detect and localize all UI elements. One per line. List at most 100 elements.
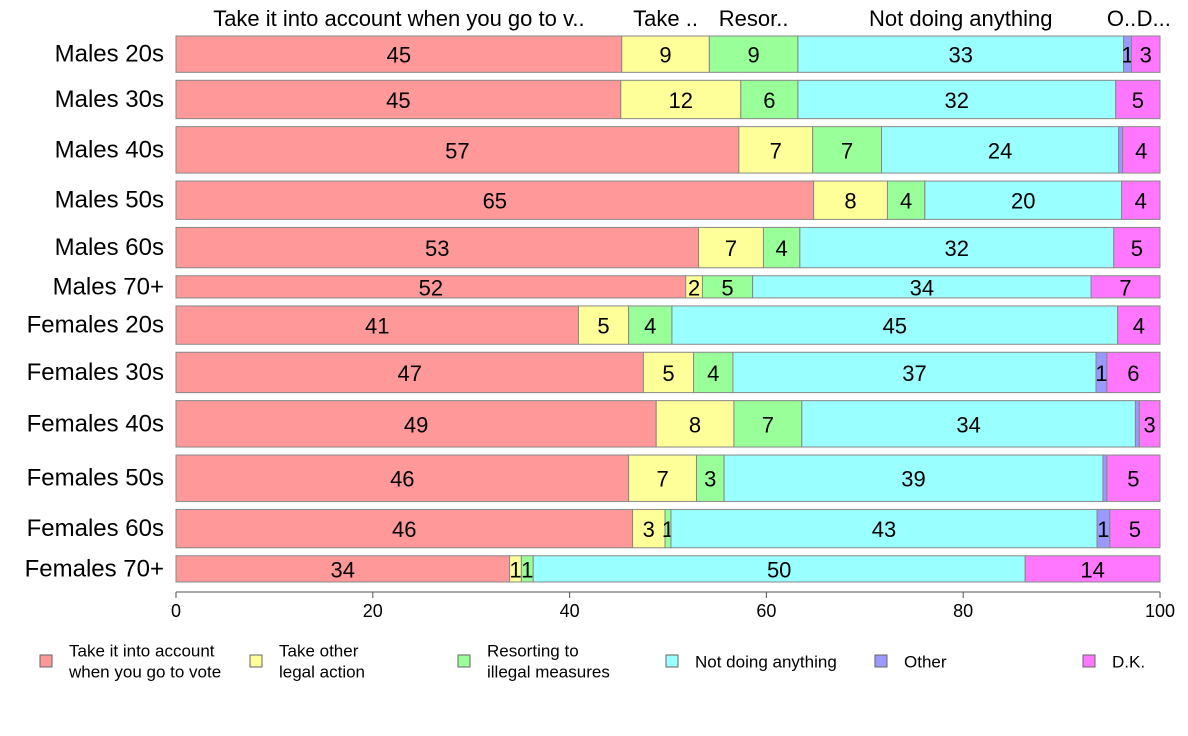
bar-segment (1115, 79, 1161, 120)
bar-row: Males 70+ 52 2 5 34 7 (53, 273, 1161, 300)
bar-segment (738, 126, 814, 174)
bar-segment (1121, 180, 1161, 220)
bar-row: Males 50s 65 8 4 20 4 (55, 180, 1161, 220)
legend-item: Take it into account when you go to vote (39, 642, 221, 682)
bar-segment (175, 454, 630, 502)
segment-value-label: 32 (945, 236, 969, 261)
bar-segment (813, 180, 888, 220)
top-category-label: Resor.. (719, 6, 789, 31)
legend-label: D.K. (1112, 653, 1145, 672)
segment-value-label: 45 (386, 88, 410, 113)
legend-swatch (249, 654, 263, 668)
segment-value-label: 1 (521, 557, 533, 582)
bar-segment (532, 555, 1026, 583)
bar-segment (812, 126, 883, 174)
bar-segment (1130, 35, 1161, 73)
bar-segment (708, 35, 799, 73)
bar-segment (1106, 351, 1161, 394)
segment-value-label: 4 (1133, 314, 1145, 339)
segment-value-label: 39 (901, 467, 925, 492)
bar-segment (642, 351, 695, 394)
x-tick-label: 60 (756, 601, 776, 621)
segment-value-label: 5 (1127, 467, 1139, 492)
top-category-label: Take .. (633, 6, 698, 31)
top-category-label: Take it into account when you go to v.. (213, 6, 584, 31)
segment-value-label: 8 (689, 412, 701, 437)
bar-segment (632, 508, 666, 549)
bar-segment (693, 351, 734, 394)
x-tick-label: 80 (953, 601, 973, 621)
segment-value-label: 46 (390, 467, 414, 492)
segment-value-label: 4 (644, 314, 656, 339)
top-category-label: D... (1137, 6, 1171, 31)
bar-segment (732, 351, 1097, 394)
row-label: Females 40s (27, 410, 164, 437)
top-category-label: Not doing anything (869, 6, 1052, 31)
bar-segment (801, 400, 1136, 448)
legend-label: Resorting to (487, 642, 579, 661)
segment-value-label: 50 (767, 557, 791, 582)
bar-row: Females 60s 46 3 1 43 1 5 (27, 508, 1161, 549)
bar-segment (762, 226, 801, 269)
bar-row: Females 70+ 34 1 1 50 14 (25, 555, 1161, 583)
legend-label: Other (904, 653, 947, 672)
bar-segment (175, 305, 579, 345)
segment-value-label: 33 (948, 43, 972, 68)
bar-segment (655, 400, 735, 448)
bar-segment (621, 35, 710, 73)
bar-row: Females 30s 47 5 4 37 1 6 (27, 351, 1161, 394)
bar-row: Females 50s 46 7 3 39 5 (27, 454, 1161, 502)
segment-value-label: 6 (763, 88, 775, 113)
row-label: Males 50s (55, 187, 164, 214)
legend-item: Resorting to illegal measures (457, 642, 610, 682)
segment-value-label: 7 (656, 467, 668, 492)
bar-segment (175, 126, 740, 174)
row-label: Females 70+ (25, 555, 164, 582)
segment-value-label: 4 (1135, 189, 1147, 214)
segment-value-label: 9 (659, 43, 671, 68)
bar-segment (175, 400, 657, 448)
segment-value-label: 7 (725, 236, 737, 261)
row-label: Females 50s (27, 465, 164, 492)
segment-value-label: 3 (1140, 43, 1152, 68)
segment-value-label: 4 (776, 236, 788, 261)
segment-value-label: 12 (669, 88, 693, 113)
row-label: Males 20s (55, 41, 164, 68)
segment-value-label: 1 (509, 557, 521, 582)
segment-value-label: 4 (707, 361, 719, 386)
bar-segment (1138, 400, 1161, 448)
segment-value-label: 5 (1131, 236, 1143, 261)
bar-segment (175, 508, 634, 549)
bar-segment (175, 180, 815, 220)
row-label: Males 60s (55, 234, 164, 261)
row-label: Females 30s (27, 359, 164, 386)
bar-segment (1109, 508, 1161, 549)
segment-value-label: 41 (365, 314, 389, 339)
bar-segment (670, 508, 1098, 549)
bar-segment (1134, 400, 1140, 448)
segment-value-label: 8 (844, 189, 856, 214)
legend-swatch (457, 654, 471, 668)
bar-segment (1117, 305, 1161, 345)
segment-value-label: 57 (445, 138, 469, 163)
legend-item: Not doing anything (665, 653, 837, 672)
row-label: Females 20s (27, 312, 164, 339)
legend-swatch (874, 654, 888, 668)
segment-value-label: 14 (1080, 557, 1104, 582)
legend-label: Take it into account (69, 642, 215, 661)
bar-segment (924, 180, 1123, 220)
segment-value-label: 6 (1127, 361, 1139, 386)
segment-value-label: 34 (956, 412, 980, 437)
segment-value-label: 5 (597, 314, 609, 339)
x-tick-label: 100 (1145, 601, 1175, 621)
segment-value-label: 20 (1011, 189, 1035, 214)
x-tick-label: 20 (363, 601, 383, 621)
top-category-label: O.. (1107, 6, 1136, 31)
segment-value-label: 1 (1095, 361, 1107, 386)
legend-label: legal action (279, 663, 365, 682)
row-label: Females 60s (27, 515, 164, 542)
legend-label: when you go to vote (68, 663, 221, 682)
bar-row: Males 30s 45 12 6 32 5 (55, 79, 1161, 120)
